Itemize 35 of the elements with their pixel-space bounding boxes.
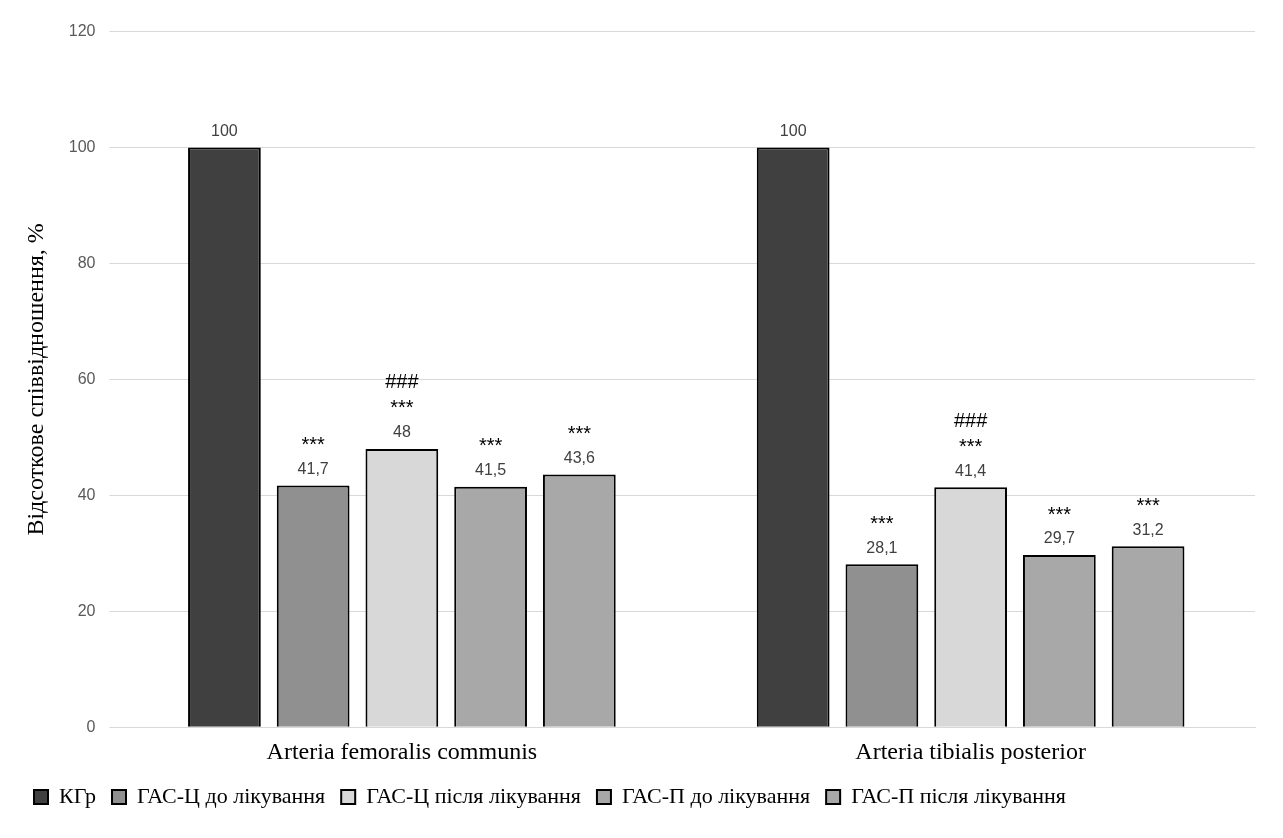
data-label: 29,7 [1043, 529, 1076, 547]
data-label: 41,5 [475, 461, 507, 479]
legend-label: КГр [59, 782, 97, 808]
y-tick-label: 80 [77, 253, 96, 271]
data-label: 43,6 [563, 448, 595, 466]
y-tick-label: 100 [68, 137, 96, 155]
annotation: *** [870, 511, 894, 534]
legend-label: ГАС-Ц після лікування [366, 782, 581, 808]
annotation: *** [958, 434, 983, 457]
annotation: *** [1136, 493, 1160, 516]
x-tick-label: Arteria femoralis communis [266, 737, 538, 764]
legend-label: ГАС-П до лікування [621, 782, 811, 808]
data-label: 28,1 [866, 538, 898, 556]
y-tick-label: 40 [77, 485, 96, 503]
annotation: *** [301, 432, 326, 455]
y-tick-label: 60 [77, 369, 96, 387]
annotation: *** [390, 396, 414, 419]
annotation: *** [567, 421, 592, 444]
annotation: ### [953, 408, 989, 431]
data-label: 100 [779, 121, 807, 139]
data-label: 31,2 [1132, 520, 1164, 538]
data-label: 41,7 [297, 459, 329, 477]
y-tick-label: 120 [68, 22, 96, 40]
annotation: ### [385, 370, 420, 393]
legend-label: ГАС-П після лікування [851, 782, 1066, 808]
data-label: 100 [211, 121, 238, 139]
data-label: 41,4 [955, 461, 987, 479]
y-tick-label: 20 [77, 601, 96, 619]
annotation: *** [478, 434, 503, 457]
legend-label: ГАС-Ц до лікування [137, 782, 326, 808]
y-tick-label: 0 [86, 717, 96, 735]
data-label: 48 [392, 423, 411, 441]
x-tick-label: Arteria tibialis posterior [855, 737, 1086, 764]
y-axis-title: Відсоткове співвідношення, % [21, 223, 48, 536]
annotation: *** [1047, 502, 1072, 525]
